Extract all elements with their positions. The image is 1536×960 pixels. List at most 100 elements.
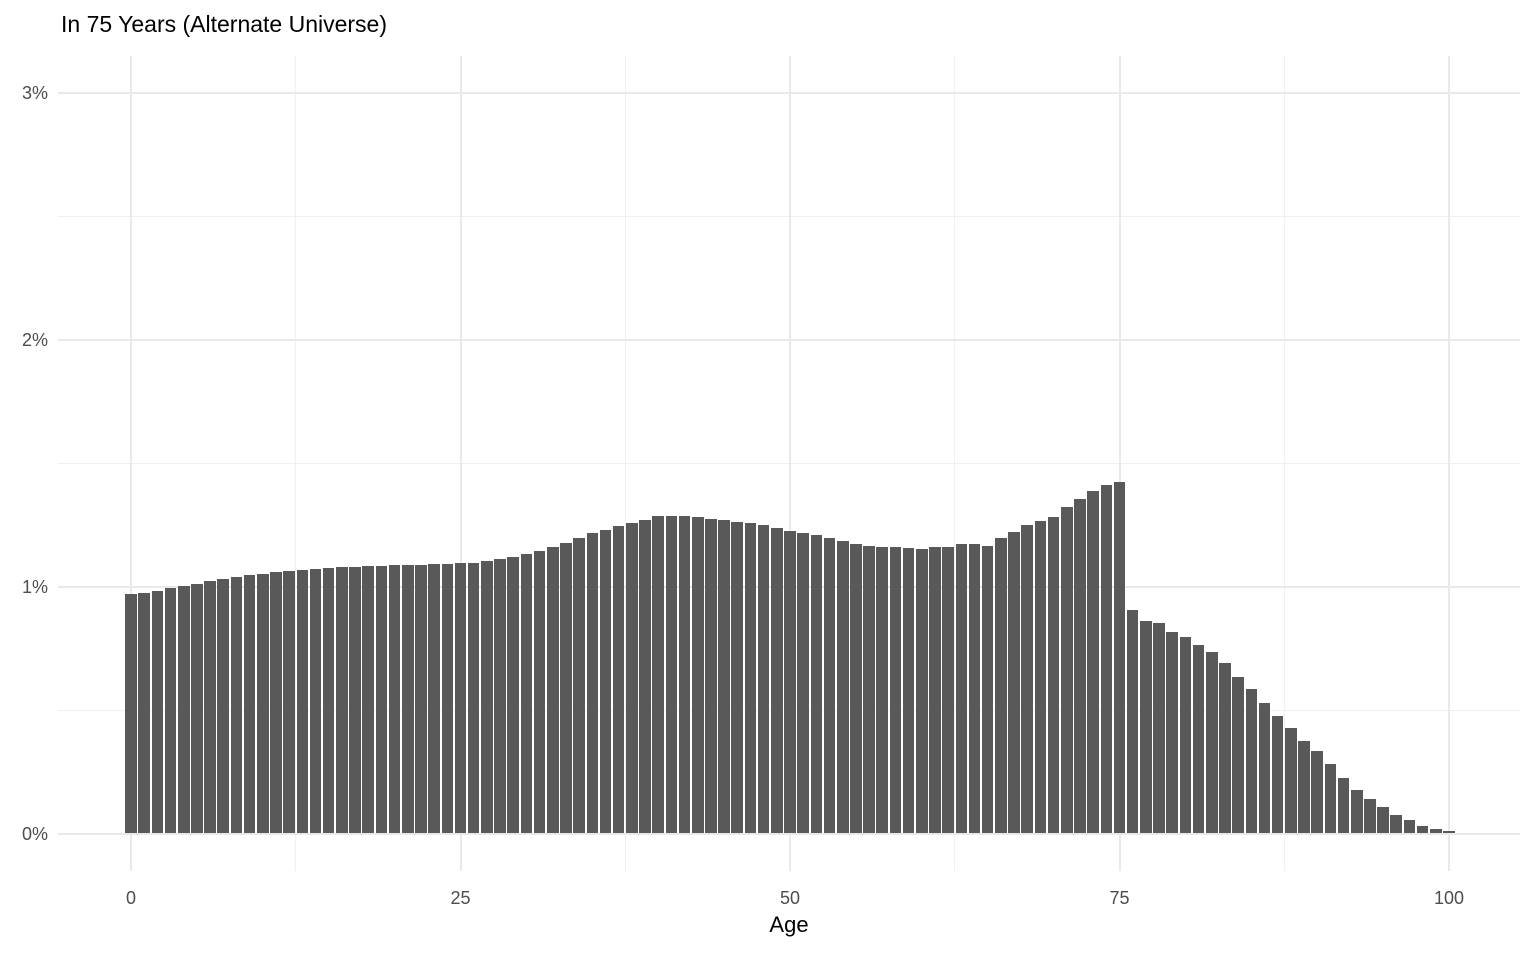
bar-age-73 xyxy=(1087,491,1099,834)
x-minor-gridline xyxy=(1283,56,1285,871)
bar-age-41 xyxy=(665,515,678,834)
bar-age-83 xyxy=(1219,662,1231,834)
x-tick-label: 25 xyxy=(450,888,471,908)
bar-age-31 xyxy=(533,550,546,834)
y-tick-label: 3% xyxy=(21,83,48,104)
bar-age-65 xyxy=(981,545,994,834)
bar-age-10 xyxy=(257,573,269,834)
bar-age-4 xyxy=(177,586,190,834)
bar-age-76 xyxy=(1126,609,1139,834)
bar-age-97 xyxy=(1403,819,1416,834)
x-minor-gridline xyxy=(295,56,297,871)
bar-age-70 xyxy=(1047,516,1060,834)
bar-age-57 xyxy=(876,547,889,834)
bar-age-98 xyxy=(1416,825,1429,834)
bar-age-11 xyxy=(270,572,282,834)
bar-age-74 xyxy=(1100,485,1113,834)
x-major-gridline xyxy=(789,56,791,871)
plot-panel xyxy=(58,56,1520,871)
bar-age-7 xyxy=(217,578,230,834)
chart-title: In 75 Years (Alternate Universe) xyxy=(61,11,388,37)
x-minor-gridline xyxy=(954,56,956,871)
bar-age-96 xyxy=(1390,814,1403,834)
bar-age-48 xyxy=(757,525,770,834)
x-major-gridline xyxy=(1118,56,1121,871)
x-axis-title: Age xyxy=(769,912,809,937)
bar-age-20 xyxy=(388,565,401,834)
bar-age-95 xyxy=(1377,807,1389,834)
bar-age-68 xyxy=(1021,525,1034,834)
bar-age-3 xyxy=(164,588,177,834)
bar-age-6 xyxy=(204,581,216,834)
bar-age-34 xyxy=(573,537,585,834)
bar-age-54 xyxy=(836,540,849,834)
bar-age-23 xyxy=(428,564,440,834)
bar-age-71 xyxy=(1060,506,1073,834)
bar-age-18 xyxy=(362,566,375,834)
bar-age-55 xyxy=(850,544,862,834)
bar-age-30 xyxy=(520,553,533,834)
bar-age-79 xyxy=(1166,631,1178,834)
x-tick-label: 0 xyxy=(125,888,136,908)
bar-age-64 xyxy=(968,543,981,834)
bar-age-32 xyxy=(546,547,559,834)
bar-age-86 xyxy=(1258,703,1271,834)
bar-age-47 xyxy=(744,523,757,834)
bar-age-5 xyxy=(191,583,203,834)
bar-age-46 xyxy=(731,521,744,834)
bar-age-78 xyxy=(1153,623,1165,834)
bar-age-92 xyxy=(1337,778,1350,834)
bar-age-1 xyxy=(138,593,150,834)
bar-age-67 xyxy=(1008,532,1020,834)
bar-age-35 xyxy=(586,533,599,834)
bar-age-61 xyxy=(929,547,941,834)
bar-age-26 xyxy=(467,562,480,834)
bar-age-52 xyxy=(810,535,823,834)
bar-age-44 xyxy=(705,518,717,834)
bar-age-87 xyxy=(1271,715,1284,834)
bar-age-94 xyxy=(1364,799,1376,834)
bar-age-14 xyxy=(309,569,322,834)
bar-age-25 xyxy=(454,563,467,834)
bar-age-22 xyxy=(415,564,427,834)
x-major-gridline xyxy=(459,56,462,871)
bar-age-59 xyxy=(902,547,915,834)
bar-age-84 xyxy=(1232,676,1244,834)
y-tick-label: 2% xyxy=(21,330,48,351)
bar-age-36 xyxy=(599,529,612,834)
bar-age-69 xyxy=(1034,520,1047,834)
bar-age-89 xyxy=(1298,740,1310,834)
bar-age-75 xyxy=(1113,482,1126,834)
bar-age-45 xyxy=(718,519,730,834)
bar-age-39 xyxy=(639,520,651,834)
bar-age-16 xyxy=(336,567,348,834)
bar-age-0 xyxy=(125,593,137,834)
x-tick-label: 100 xyxy=(1433,888,1465,908)
bar-age-51 xyxy=(797,533,809,834)
bar-age-21 xyxy=(401,564,414,834)
bar-age-82 xyxy=(1205,651,1218,834)
bar-age-2 xyxy=(151,590,164,834)
bar-age-12 xyxy=(283,571,295,834)
bar-age-27 xyxy=(481,561,493,834)
bar-age-43 xyxy=(691,517,704,834)
bar-age-13 xyxy=(296,570,309,834)
bar-age-56 xyxy=(863,545,875,834)
bar-age-15 xyxy=(322,568,335,834)
bar-age-63 xyxy=(955,544,968,834)
bar-age-100 xyxy=(1443,831,1455,834)
bar-age-29 xyxy=(507,556,519,834)
x-major-gridline xyxy=(130,56,132,871)
bar-age-85 xyxy=(1245,688,1258,834)
bar-age-42 xyxy=(678,516,691,834)
bar-age-91 xyxy=(1324,763,1337,834)
bar-age-58 xyxy=(889,547,902,834)
bar-age-53 xyxy=(823,538,836,834)
bar-age-40 xyxy=(652,516,664,834)
bar-age-19 xyxy=(375,565,388,834)
bar-age-81 xyxy=(1192,645,1205,834)
x-tick-label: 50 xyxy=(779,888,801,908)
bar-age-93 xyxy=(1350,790,1363,834)
bar-age-90 xyxy=(1311,751,1323,834)
bar-age-49 xyxy=(771,528,783,834)
